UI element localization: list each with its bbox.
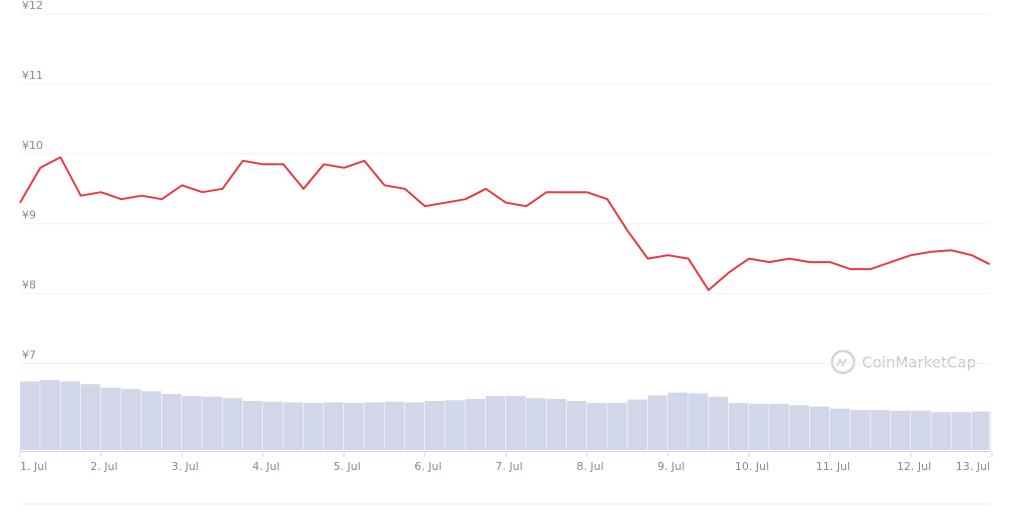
volume-bar [485, 396, 506, 450]
volume-bar [989, 411, 991, 450]
volume-bar [40, 380, 60, 450]
volume-bar [60, 381, 81, 450]
x-tick-label: 11. Jul [816, 460, 850, 473]
volume-bar [404, 402, 425, 450]
volume-bar [890, 410, 911, 450]
volume-bar [182, 396, 202, 450]
volume-bar [587, 403, 607, 450]
volume-bar [728, 403, 749, 450]
volume-bar [384, 401, 405, 450]
price-line [19, 156, 991, 292]
volume-bar [749, 403, 769, 450]
x-tick-label: 5. Jul [333, 460, 360, 473]
volume-bar [546, 398, 567, 450]
volume-bar [161, 394, 182, 450]
volume-bar [80, 384, 101, 450]
x-tick-label: 12. Jul [897, 460, 931, 473]
volume-bar [506, 396, 526, 450]
x-tick-label: 3. Jul [171, 460, 198, 473]
volume-bar [101, 387, 121, 450]
volume-bar [141, 391, 162, 450]
volume-bar [263, 401, 283, 450]
volume-bar [344, 403, 364, 450]
x-tick-label: 10. Jul [735, 460, 769, 473]
volume-bar [789, 405, 810, 450]
volume-bar [951, 412, 972, 450]
x-tick-label: 4. Jul [252, 460, 279, 473]
x-tick-label: 8. Jul [576, 460, 603, 473]
volume-bar [222, 398, 243, 450]
y-tick-label: ¥11 [22, 69, 43, 82]
volume-bar [607, 403, 627, 450]
watermark: CoinMarketCap [862, 354, 976, 372]
y-tick-label: ¥8 [22, 279, 36, 292]
volume-bar [911, 410, 931, 450]
volume-bar [870, 410, 891, 450]
volume-bar [364, 402, 384, 450]
volume-bar [809, 406, 830, 450]
volume-bar [708, 396, 729, 450]
watermark-logo [830, 349, 856, 375]
volume-bar [121, 389, 141, 450]
x-tick-label: 13. Jul [956, 460, 990, 473]
volume-bar [627, 399, 648, 450]
x-tick-label: 7. Jul [495, 460, 522, 473]
volume-bar [283, 402, 303, 450]
volume-bar [323, 402, 344, 450]
volume-bar [425, 401, 445, 450]
volume-bar [850, 410, 870, 450]
y-tick-label: ¥7 [22, 349, 36, 362]
volume-bar [931, 412, 951, 450]
volume-bar [526, 398, 546, 450]
volume-bar [668, 392, 688, 450]
volume-bar [566, 401, 587, 450]
x-tick-label: 1. Jul [20, 460, 47, 473]
volume-bar [465, 398, 486, 450]
volume-bar [971, 411, 989, 450]
x-tick-label: 2. Jul [90, 460, 117, 473]
volume-bar [830, 408, 850, 450]
volume-bar [202, 396, 222, 450]
y-tick-label: ¥12 [22, 0, 43, 12]
volume-bar [688, 393, 708, 450]
volume-bar [20, 381, 40, 450]
x-tick-label: 6. Jul [414, 460, 441, 473]
volume-bar [303, 403, 324, 450]
y-tick-label: ¥10 [22, 139, 43, 152]
y-tick-label: ¥9 [22, 209, 36, 222]
volume-bar [242, 401, 263, 450]
volume-bar [445, 400, 465, 450]
x-tick-label: 9. Jul [657, 460, 684, 473]
volume-bar [647, 395, 668, 450]
volume-bar [769, 403, 789, 450]
